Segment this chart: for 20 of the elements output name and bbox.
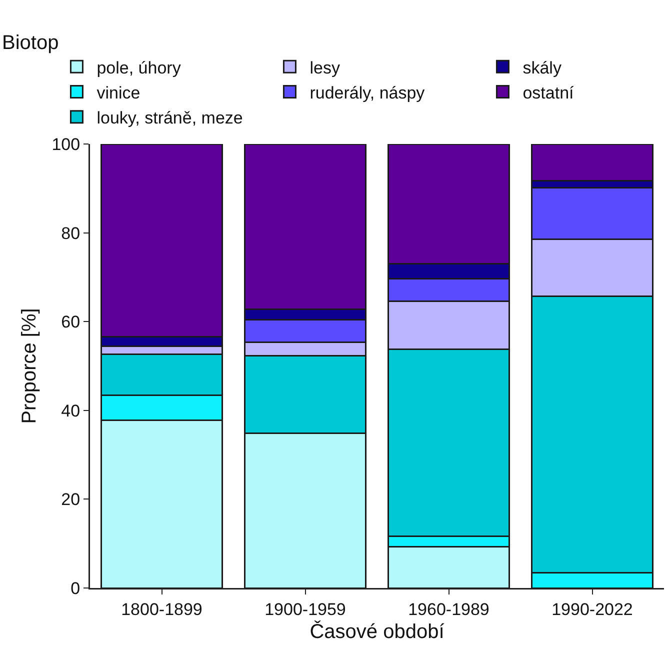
y-tick-label: 100 (52, 134, 80, 154)
legend-label: vinice (96, 83, 140, 102)
y-axis-title: Proporce [%] (18, 308, 40, 424)
x-tick-label: 1800-1899 (121, 600, 202, 619)
x-tick-label: 1990-2022 (552, 600, 633, 619)
legend-title: Biotop (2, 32, 59, 54)
y-tick-label: 20 (61, 490, 80, 510)
legend-label: ostatní (522, 83, 574, 102)
legend-label: skály (522, 58, 562, 78)
legend-label: louky, stráně, meze (96, 108, 243, 128)
y-tick-label: 60 (61, 312, 80, 332)
x-tick-label: 1900-1959 (264, 600, 346, 619)
x-tick-label: 1960-1989 (408, 600, 490, 619)
y-tick-label: 0 (70, 578, 80, 598)
y-tick-label: 80 (61, 224, 80, 243)
legend-label: lesy (310, 58, 340, 78)
legend-label: ruderály, náspy (310, 83, 426, 102)
y-tick-label: 40 (61, 401, 80, 420)
legend-label: pole, úhory (96, 58, 182, 78)
x-axis-title: Časové období (310, 620, 445, 644)
